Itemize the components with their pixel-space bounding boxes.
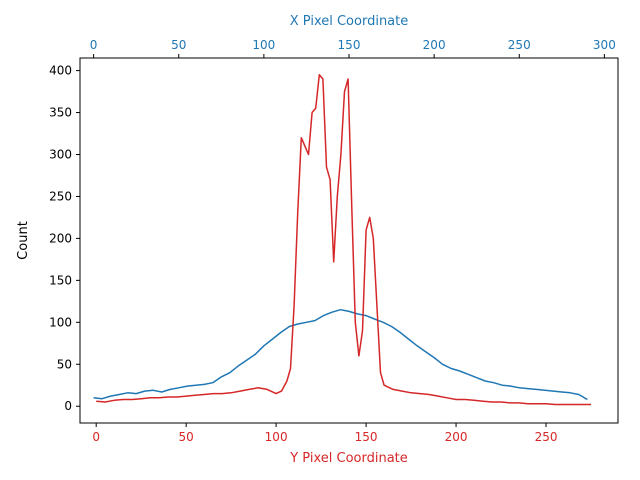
bottom-tick-label: 200 [445,430,468,444]
y-tick-label: 350 [49,106,72,120]
bottom-tick-label: 0 [92,430,100,444]
top-tick-label: 250 [508,38,531,52]
top-tick-label: 300 [593,38,616,52]
y-tick-label: 300 [49,147,72,161]
x-pixel-series-line [93,308,588,401]
bottom-axis-label: Y Pixel Coordinate [289,451,408,466]
top-tick-label: 50 [171,38,186,52]
bottom-tick-label: 250 [535,430,558,444]
y-tick-label: 0 [64,399,72,413]
top-tick-label: 200 [423,38,446,52]
left-axis-ticks: 0 50 100 150 200 250 300 350 400 [49,64,80,413]
top-tick-label: 150 [338,38,361,52]
y-pixel-series-line [96,74,591,406]
y-tick-label: 200 [49,231,72,245]
series-layer [93,74,591,406]
bottom-axis-ticks: 0 50 100 150 200 250 [92,423,557,444]
y-tick-label: 100 [49,315,72,329]
top-axis-label: X Pixel Coordinate [290,14,409,29]
top-tick-label: 100 [252,38,275,52]
bottom-tick-label: 100 [265,430,288,444]
top-axis-ticks: 0 50 100 150 200 250 300 [90,38,616,58]
bottom-tick-label: 50 [179,430,194,444]
y-tick-label: 250 [49,189,72,203]
y-tick-label: 400 [49,64,72,78]
y-tick-label: 150 [49,273,72,287]
y-axis-label: Count [16,221,31,260]
top-tick-label: 0 [90,38,98,52]
bottom-tick-label: 150 [355,430,378,444]
y-tick-label: 50 [57,357,72,371]
